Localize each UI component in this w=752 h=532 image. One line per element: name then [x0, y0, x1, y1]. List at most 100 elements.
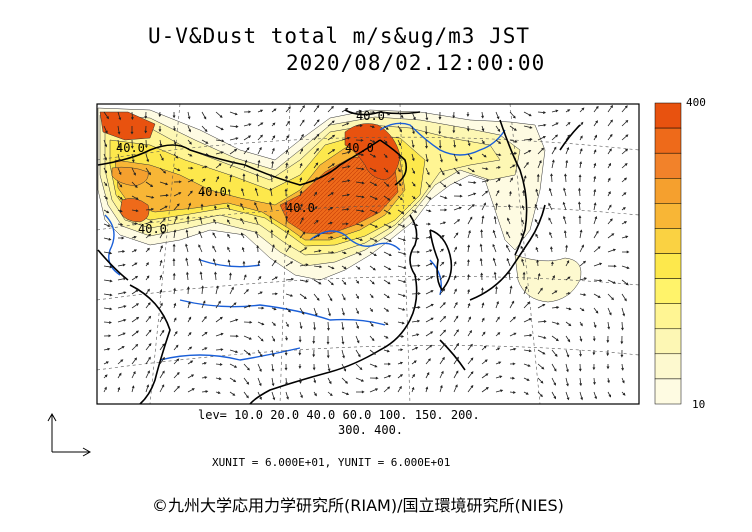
wind-arrow-icon [285, 149, 289, 155]
wind-arrow-icon [341, 335, 345, 345]
wind-arrow-icon [229, 148, 238, 155]
wind-arrow-icon [131, 316, 140, 323]
wind-arrow-icon [341, 151, 351, 155]
wind-arrow-icon [537, 349, 546, 355]
wind-arrow-icon [271, 276, 278, 281]
wind-arrow-icon [327, 207, 334, 211]
wind-arrow-icon [313, 205, 318, 211]
wind-arrow-icon [565, 391, 570, 401]
contour-label: 40.0 [138, 222, 167, 236]
wind-arrow-icon [159, 370, 165, 379]
wind-arrow-icon [312, 363, 316, 371]
map-frame [96, 103, 640, 405]
wind-arrow-icon [551, 377, 556, 386]
wind-arrow-icon [453, 301, 458, 309]
wind-arrow-icon [201, 331, 208, 337]
wind-arrow-icon [565, 260, 570, 267]
wind-arrow-icon [607, 218, 613, 225]
wind-arrow-icon [537, 377, 544, 384]
wind-arrow-icon [523, 333, 533, 337]
wind-arrow-icon [271, 363, 275, 372]
wind-arrow-icon [481, 111, 484, 119]
wind-arrow-icon [299, 279, 309, 283]
wind-arrow-icon [327, 391, 333, 397]
wind-arrow-icon [229, 349, 239, 354]
wind-arrow-icon [452, 125, 456, 134]
wind-arrow-icon [621, 221, 628, 225]
wind-arrow-icon [201, 139, 209, 144]
wind-arrow-icon [131, 195, 139, 200]
wind-arrow-icon [103, 361, 109, 365]
wind-arrow-icon [201, 153, 209, 156]
wind-arrow-icon [467, 302, 471, 309]
wind-arrow-icon [130, 126, 134, 135]
wind-arrow-icon [621, 207, 626, 211]
wind-arrow-icon [173, 203, 180, 211]
wind-arrow-icon [369, 181, 378, 186]
wind-arrow-icon [215, 348, 224, 352]
wind-arrow-icon [285, 261, 294, 267]
wind-arrow-icon [593, 175, 597, 183]
wind-arrow-icon [145, 329, 152, 337]
wind-arrow-icon [369, 139, 376, 143]
wind-arrow-icon [173, 385, 180, 393]
wind-arrow-icon [495, 125, 501, 132]
wind-arrow-icon [243, 159, 248, 169]
wind-arrow-icon [257, 349, 263, 358]
wind-arrow-icon [117, 332, 126, 337]
wind-arrow-icon [271, 160, 274, 169]
wind-arrow-icon [327, 307, 331, 317]
wind-arrow-icon [481, 387, 489, 393]
wind-arrow-icon [327, 149, 336, 155]
wind-arrow-icon [453, 167, 460, 175]
wind-arrow-icon [341, 321, 345, 331]
wind-arrow-icon [257, 122, 264, 127]
wind-arrow-icon [241, 232, 245, 239]
wind-arrow-icon [145, 315, 152, 323]
wind-arrow-icon [229, 272, 232, 281]
wind-arrow-icon [145, 207, 155, 211]
wind-arrow-icon [229, 363, 238, 368]
wind-arrow-icon [327, 377, 332, 385]
wind-arrow-icon [341, 179, 351, 183]
wind-arrow-icon [439, 329, 447, 337]
wind-arrow-icon [243, 320, 253, 324]
wind-arrow-icon [355, 307, 359, 315]
wind-arrow-icon [313, 191, 318, 197]
wind-arrow-icon [271, 377, 275, 387]
wind-arrow-icon [243, 135, 252, 141]
wind-arrow-icon [425, 276, 434, 281]
wind-arrow-icon [578, 363, 582, 372]
wind-arrow-icon [198, 244, 203, 253]
wind-arrow-icon [453, 219, 461, 225]
wind-arrow-icon [131, 275, 139, 281]
wind-arrow-icon [327, 363, 331, 372]
wind-arrow-icon [439, 288, 446, 295]
wind-arrow-icon [173, 139, 177, 145]
wind-arrow-icon [425, 167, 430, 176]
colorbar-swatch [654, 178, 682, 204]
wind-arrow-icon [131, 262, 138, 267]
wind-arrow-icon [285, 321, 289, 328]
wind-arrow-icon [507, 271, 511, 281]
wind-arrow-icon [622, 250, 630, 254]
wind-arrow-icon [565, 363, 569, 373]
wind-arrow-icon [467, 289, 470, 295]
contour-labels: 40.0 40.0 40.0 40.0 40.0 40.0 [116, 109, 385, 236]
wind-arrow-icon [481, 345, 487, 351]
wind-arrow-icon [215, 377, 222, 381]
wind-arrow-icon [327, 192, 334, 197]
wind-arrow-icon [621, 279, 629, 286]
wind-arrow-icon [369, 209, 379, 214]
wind-arrow-icon [200, 203, 204, 210]
wind-arrow-icon [607, 204, 612, 211]
wind-arrow-icon [341, 193, 351, 197]
wind-arrow-icon [495, 139, 502, 144]
wind-arrow-icon [412, 250, 421, 254]
wind-arrow-icon [103, 386, 107, 393]
wind-arrow-icon [397, 385, 402, 393]
wind-arrow-icon [243, 349, 251, 356]
arrowhead-up-icon [47, 412, 57, 422]
colorbar-swatch [654, 253, 682, 279]
wind-arrow-icon [131, 235, 137, 239]
